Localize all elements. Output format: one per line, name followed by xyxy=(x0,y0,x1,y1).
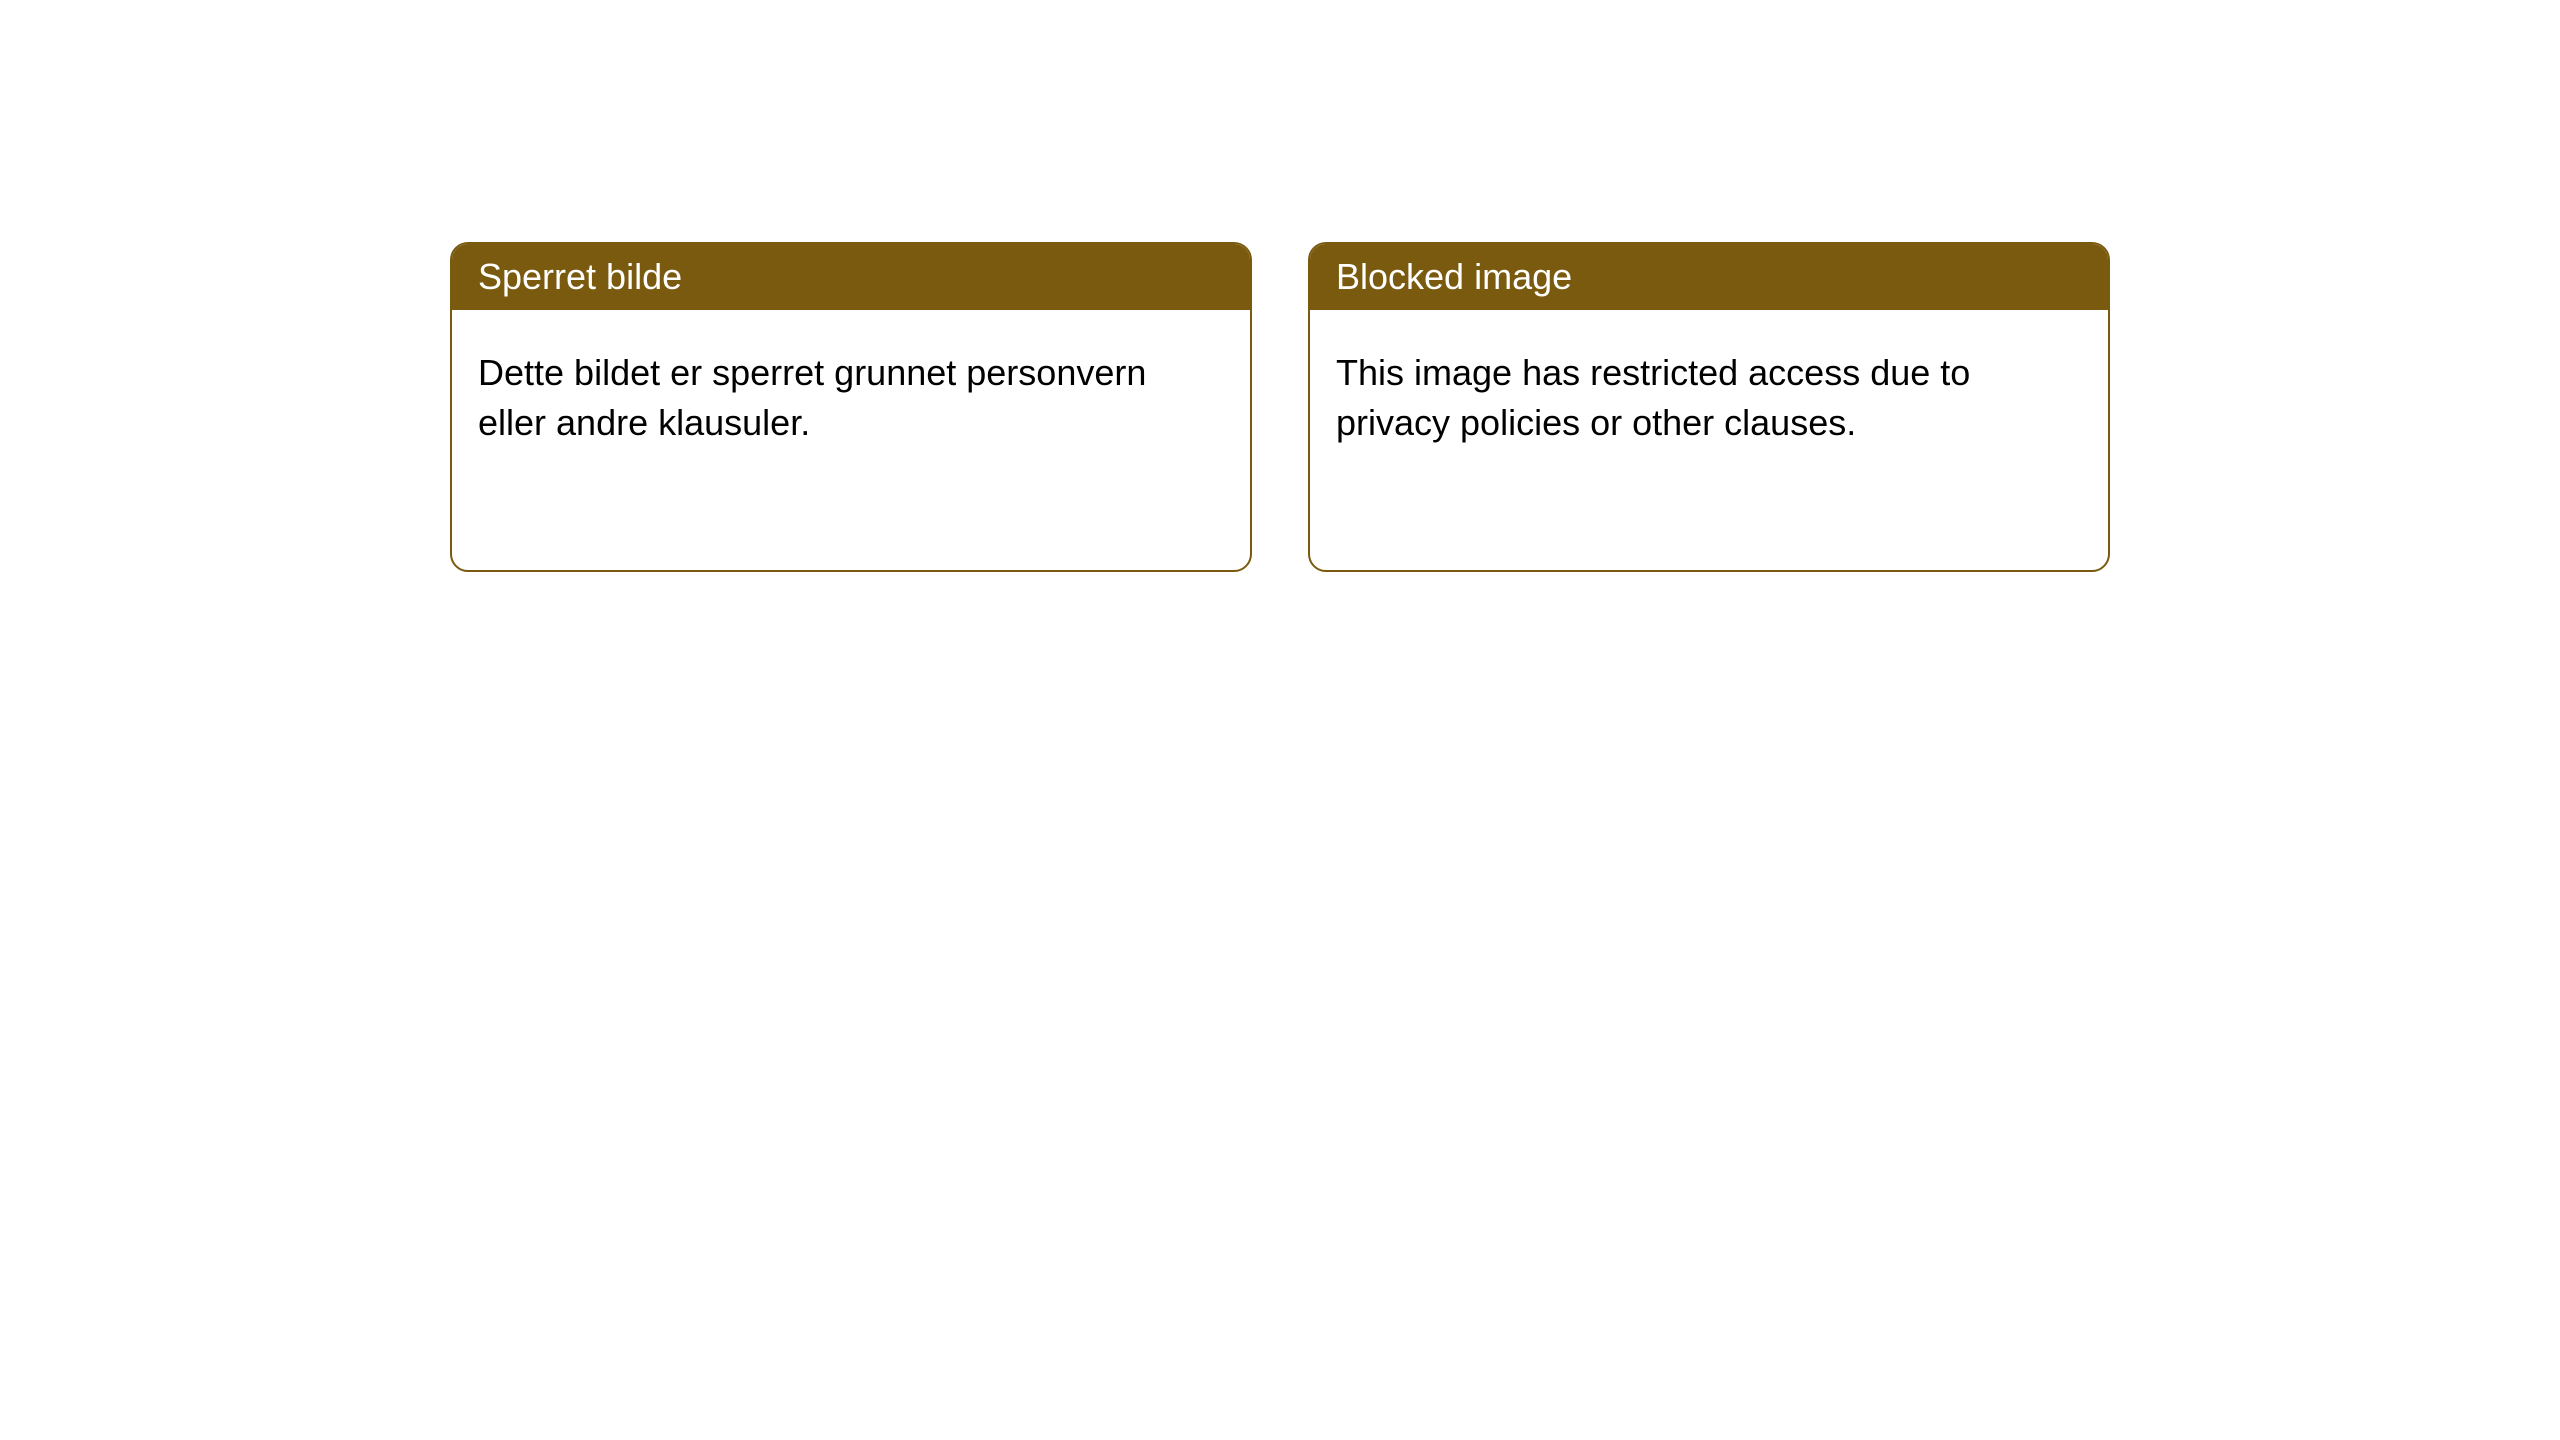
card-title: Sperret bilde xyxy=(452,244,1250,310)
card-blocked-image-en: Blocked image This image has restricted … xyxy=(1308,242,2110,572)
card-body: Dette bildet er sperret grunnet personve… xyxy=(452,310,1250,487)
cards-container: Sperret bilde Dette bildet er sperret gr… xyxy=(450,242,2110,572)
card-title: Blocked image xyxy=(1310,244,2108,310)
card-body: This image has restricted access due to … xyxy=(1310,310,2108,487)
card-blocked-image-no: Sperret bilde Dette bildet er sperret gr… xyxy=(450,242,1252,572)
